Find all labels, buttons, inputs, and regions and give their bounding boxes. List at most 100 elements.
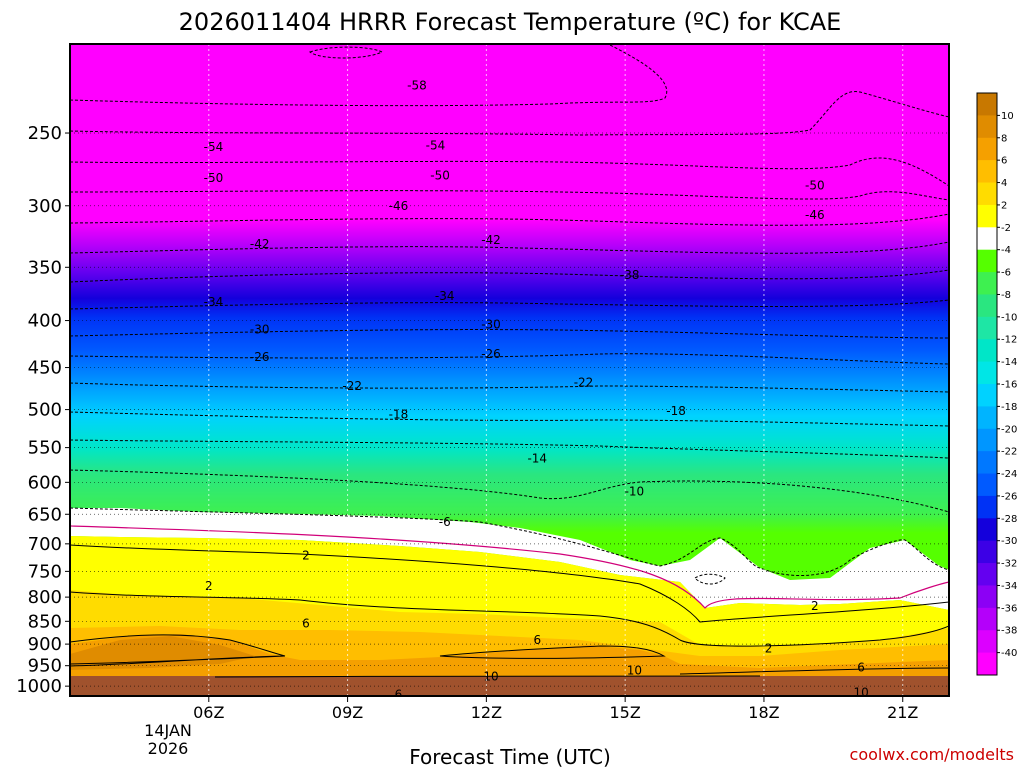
colorbar-swatch <box>977 182 997 206</box>
freezing-line <box>70 525 949 609</box>
x-axis-title: Forecast Time (UTC) <box>409 745 611 768</box>
x-axis-forecast-time: 06Z 09Z 12Z 15Z 18Z 21Z <box>193 696 918 722</box>
contour-label-text: 2 <box>765 642 773 656</box>
contour-label-text: -50 <box>204 171 224 185</box>
contour-line <box>70 591 949 647</box>
x-year-label: 2026 <box>148 739 189 758</box>
contour-label: 2 <box>811 599 819 613</box>
colorbar-swatch <box>977 451 997 474</box>
y-axis-pressure: 2503003504004505005506006507007508008509… <box>16 123 70 697</box>
y-tick-label: 550 <box>28 438 62 459</box>
colorbar-label: -32 <box>1001 559 1017 570</box>
contour-label-text: 6 <box>533 633 541 647</box>
below-ground-mask <box>70 676 949 696</box>
colorbar-label: -40 <box>1001 648 1017 659</box>
contour-label-text: -22 <box>342 379 362 393</box>
contour-label-text: -14 <box>527 451 547 465</box>
colorbar-swatch <box>977 93 997 116</box>
colorbar-swatch <box>977 227 997 251</box>
contour-label: -42 <box>250 237 270 251</box>
contour-line <box>70 469 949 513</box>
contour-label: -34 <box>435 289 455 303</box>
contour-line <box>70 507 949 577</box>
contour-label: -26 <box>481 347 501 361</box>
y-tick-label: 500 <box>28 400 62 421</box>
contour-label-text: -42 <box>250 237 270 251</box>
contour-label: -38 <box>620 268 640 282</box>
contour-label: 6 <box>857 660 865 674</box>
colorbar-swatch <box>977 316 997 340</box>
colorbar-label: 10 <box>1001 111 1014 122</box>
colorbar-swatch <box>977 563 997 586</box>
colorbar-swatch <box>977 585 997 609</box>
contour-label: -18 <box>389 407 409 421</box>
colorbar-label: -12 <box>1001 335 1017 346</box>
contour-label: -30 <box>250 322 270 336</box>
contour-label-text: 6 <box>302 617 310 631</box>
contour-label-text: -58 <box>407 79 427 93</box>
colorbar-label: -34 <box>1001 581 1017 592</box>
colorbar-label: -14 <box>1001 357 1017 368</box>
colorbar-swatch <box>977 428 997 452</box>
contour-line <box>70 213 949 226</box>
contour-label: 10 <box>627 663 642 677</box>
contour-label: -22 <box>574 375 594 389</box>
colorbar-swatch <box>977 518 997 542</box>
colorbar-label: 2 <box>1001 200 1007 211</box>
contour-label: -30 <box>481 318 501 332</box>
contour-label: 6 <box>302 617 310 631</box>
contour-line <box>70 353 949 365</box>
colorbar-swatch <box>977 249 997 273</box>
colorbar-label: 4 <box>1001 178 1007 189</box>
contour-label-text: 6 <box>395 687 403 701</box>
contour-label-text: -54 <box>426 139 446 153</box>
contour-label: -42 <box>481 233 501 247</box>
contour-label-text: -42 <box>481 233 501 247</box>
contour-label: -14 <box>527 451 547 465</box>
colorbar-label: -10 <box>1001 312 1017 323</box>
colorbar-label: -26 <box>1001 491 1017 502</box>
contour-line <box>70 190 949 201</box>
colorbar-swatch <box>977 339 997 363</box>
contour-line <box>439 645 666 659</box>
colorbar-swatch <box>977 652 997 676</box>
colorbar-swatch <box>977 361 997 385</box>
y-tick-label: 350 <box>28 257 62 278</box>
y-tick-label: 600 <box>28 472 62 493</box>
y-tick-label: 900 <box>28 634 62 655</box>
contour-label: -18 <box>666 404 686 418</box>
contour-line <box>679 667 949 675</box>
y-tick-label: 700 <box>28 534 62 555</box>
contour-label-text: -38 <box>620 268 640 282</box>
contour-label-text: -6 <box>439 515 451 529</box>
colorbar-swatch <box>977 294 997 318</box>
plot-frame <box>69 43 950 697</box>
colorbar-swatch <box>977 272 997 295</box>
x-tick-label: 18Z <box>748 703 779 722</box>
y-tick-label: 250 <box>28 123 62 144</box>
contour-label-text: -18 <box>389 407 409 421</box>
contour-line <box>694 573 726 585</box>
contour-label: 6 <box>395 687 403 701</box>
colorbar: 10 8 6 4 2 -2 -4 -6 -8 -10 -12 -14 -16 -18 -20 -22 -24 -2… <box>976 92 1017 676</box>
contour-line <box>70 655 286 667</box>
colorbar-swatch <box>977 495 997 519</box>
contour-line <box>214 675 761 678</box>
colorbar-swatch <box>977 137 997 161</box>
colorbar-label: -22 <box>1001 447 1017 458</box>
contour-label: 10 <box>853 685 868 696</box>
contour-label-text: -46 <box>805 208 825 222</box>
colorbar-label: -20 <box>1001 424 1017 435</box>
x-date-label: 14JAN <box>144 721 192 740</box>
contour-label: 10 <box>483 669 498 683</box>
colorbar-swatch <box>977 630 997 654</box>
chart-title: 2026011404 HRRR Forecast Temperature (ºC… <box>179 8 842 36</box>
colorbar-label: -18 <box>1001 402 1017 413</box>
colorbar-swatch <box>977 473 997 497</box>
contour-label-text: -34 <box>204 295 224 309</box>
colorbar-label: -4 <box>1001 245 1011 256</box>
y-tick-label: 400 <box>28 311 62 332</box>
colorbar-label: -36 <box>1001 603 1017 614</box>
contour-line <box>70 329 949 339</box>
contour-label-text: -30 <box>481 318 501 332</box>
